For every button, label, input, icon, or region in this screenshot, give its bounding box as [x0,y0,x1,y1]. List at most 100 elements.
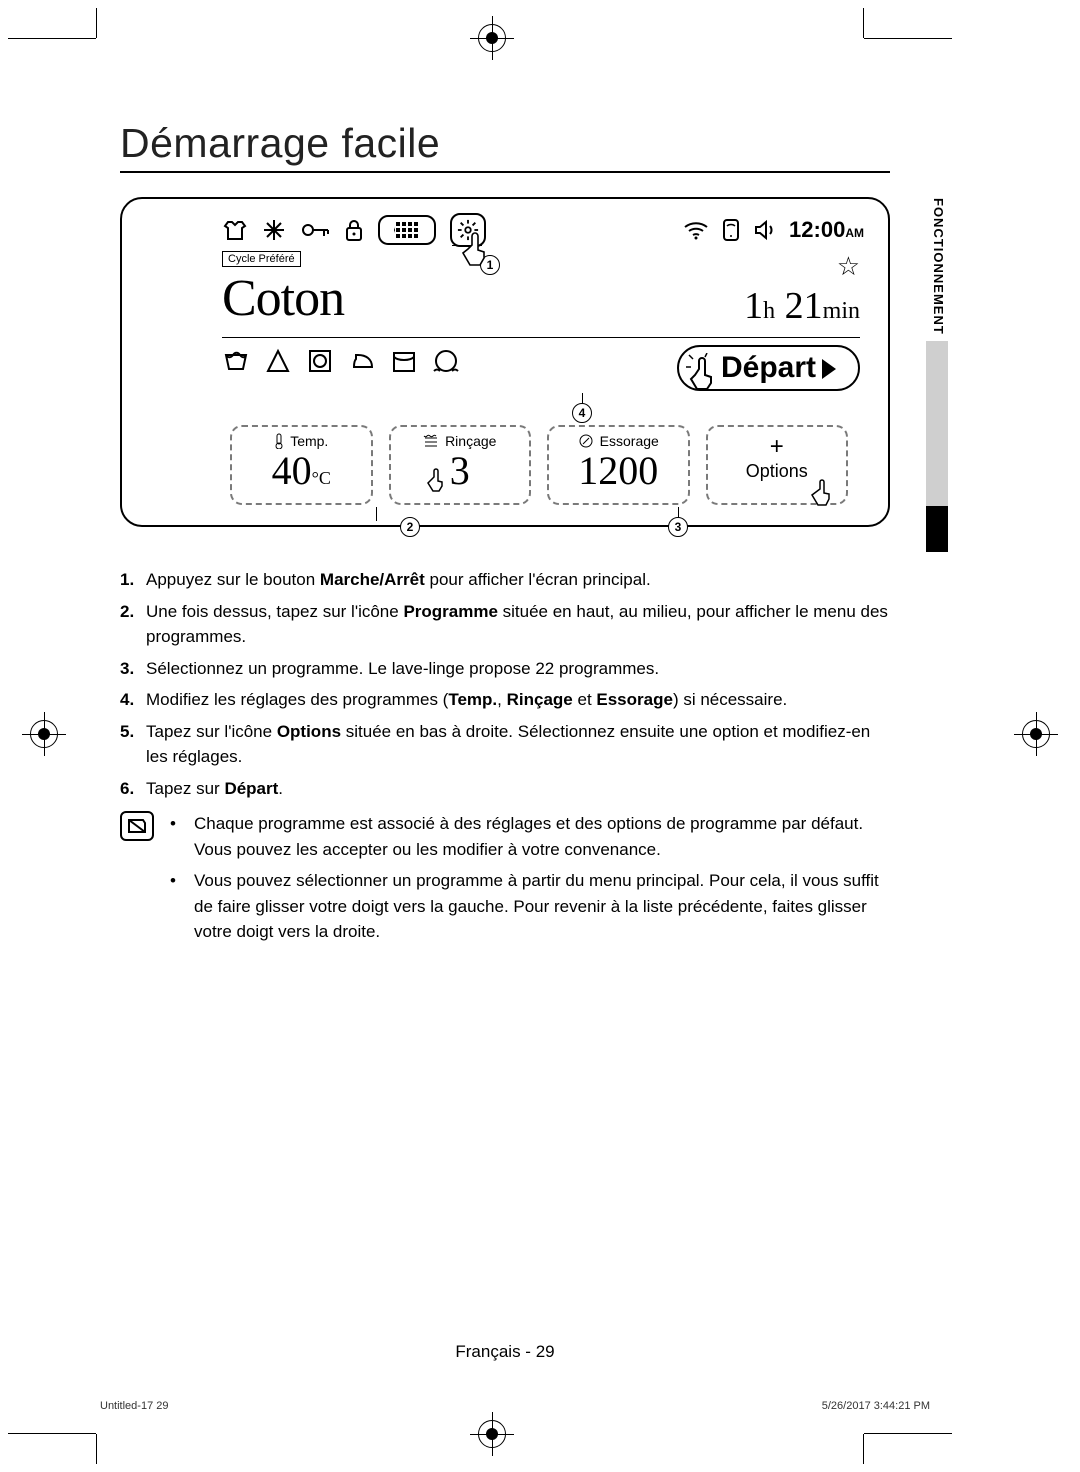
thermometer-icon [274,433,284,449]
rinse-value: 3 [450,448,470,493]
spin-head: Essorage [578,433,659,449]
program-icon-button[interactable] [378,215,436,245]
note-icon [120,811,154,841]
footer-page: 29 [536,1342,555,1361]
crop-mark [8,38,96,39]
rinse-value-row: 3 [450,451,470,491]
registration-mark [478,24,506,52]
page-footer: Français - 29 [120,1342,890,1362]
spin-card[interactable]: Essorage 1200 [547,425,690,505]
duration-min-unit: min [823,298,860,324]
section-title: Démarrage facile [120,120,890,173]
snowflake-icon [262,218,286,242]
instruction-num: 6. [120,776,146,802]
status-bar: 12:00AM [222,213,864,247]
note-list: •Chaque programme est associé à des régl… [170,811,890,951]
instruction-text: Tapez sur l'icône Options située en bas … [146,719,890,770]
note-block: •Chaque programme est associé à des régl… [120,811,890,951]
crop-mark [96,8,97,38]
care-hang-icon [390,347,418,375]
instruction-item: 1. Appuyez sur le bouton Marche/Arrêt po… [120,567,890,593]
rinse-label: Rinçage [445,433,496,449]
footer-doc-id: Untitled-17 29 [100,1400,169,1412]
shirt-icon [222,218,248,242]
cycle-name: Coton [222,269,344,328]
temp-value-row: 40°C [272,451,331,491]
sound-icon [753,219,777,241]
options-label: Options [746,461,808,482]
callout-4: 4 [572,403,592,423]
duration-h: 1 [744,285,763,327]
instruction-item: 5. Tapez sur l'icône Options située en b… [120,719,890,770]
instruction-item: 4. Modifiez les réglages des programmes … [120,687,890,713]
divider [222,337,860,338]
instruction-num: 2. [120,599,146,650]
instruction-list: 1. Appuyez sur le bouton Marche/Arrêt po… [120,567,890,801]
duration-h-unit: h [763,298,775,324]
tap-hand-icon [424,465,448,493]
start-label: Départ [721,351,816,384]
play-icon [822,359,836,379]
care-iron-icon [348,347,376,375]
temp-head: Temp. [274,433,328,449]
crop-mark [96,1434,97,1464]
rinse-icon [423,434,439,448]
section-tab-black [926,506,948,552]
instruction-text: Appuyez sur le bouton Marche/Arrêt pour … [146,567,651,593]
cycle-row: Coton 1h 21min [222,269,860,328]
instruction-item: 6. Tapez sur Départ. [120,776,890,802]
instruction-text: Une fois dessus, tapez sur l'icône Progr… [146,599,890,650]
temp-label: Temp. [290,433,328,449]
crop-mark [863,1434,864,1464]
bullet: • [170,811,194,862]
spin-value: 1200 [578,448,658,493]
callout-line [376,507,377,521]
tap-hand-icon [808,475,836,507]
spin-label: Essorage [600,433,659,449]
instruction-item: 2. Une fois dessus, tapez sur l'icône Pr… [120,599,890,650]
instruction-text: Modifiez les réglages des programmes (Te… [146,687,787,713]
start-button[interactable]: Départ [677,345,860,391]
tap-hand-icon [685,353,719,391]
spin-icon [578,434,594,448]
instruction-item: 3. Sélectionnez un programme. Le lave-li… [120,656,890,682]
section-tab-gray [926,341,948,506]
clock-time: 12:00AM [789,217,864,243]
instruction-num: 4. [120,687,146,713]
washer-display-panel: 12:00AM Cycle Préféré ☆ Coton 1h 21min [120,197,890,527]
instruction-text: Tapez sur Départ. [146,776,283,802]
care-dry-icon [306,347,334,375]
instruction-text: Sélectionnez un programme. Le lave-linge… [146,656,659,682]
page-content: Démarrage facile [120,120,890,951]
instruction-num: 5. [120,719,146,770]
plus-icon: + [770,435,784,459]
registration-mark [1022,720,1050,748]
crop-mark [863,8,864,38]
options-card[interactable]: + Options [706,425,849,505]
temp-card[interactable]: Temp. 40°C [230,425,373,505]
cycle-duration: 1h 21min [744,284,860,328]
cycle-preferred-badge: Cycle Préféré [222,251,301,267]
clock-value: 12:00 [789,217,845,242]
callout-3: 3 [668,517,688,537]
lock-icon [344,218,364,242]
section-tab-label: FONCTIONNEMENT [926,192,948,341]
footer-timestamp: 5/26/2017 3:44:21 PM [822,1400,930,1412]
smart-control-icon [721,218,741,242]
care-wash-icon [222,347,250,375]
rinse-card[interactable]: Rinçage 3 [389,425,532,505]
registration-mark [478,1420,506,1448]
section-tab: FONCTIONNEMENT [926,192,948,552]
bullet: • [170,868,194,945]
note-text: Vous pouvez sélectionner un programme à … [194,868,890,945]
crop-mark [864,1433,952,1434]
note-item: •Chaque programme est associé à des régl… [170,811,890,862]
care-bleach-icon [264,347,292,375]
note-item: •Vous pouvez sélectionner un programme à… [170,868,890,945]
wifi-icon [683,219,709,241]
tap-hand-icon [458,227,492,267]
instruction-num: 3. [120,656,146,682]
clock-ampm: AM [845,226,864,240]
crop-mark [8,1433,96,1434]
crop-mark [864,38,952,39]
